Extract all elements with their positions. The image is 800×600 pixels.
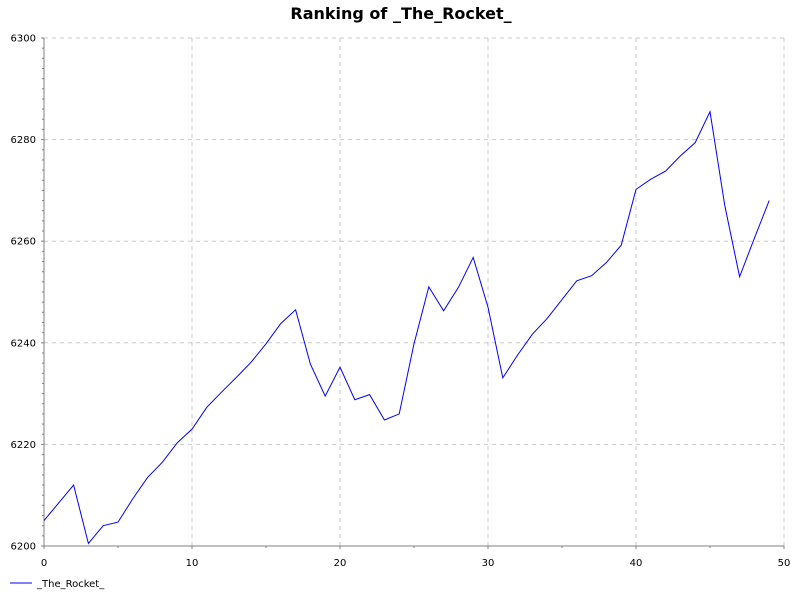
- x-tick-label: 20: [334, 558, 347, 569]
- y-tick-label: 6220: [11, 440, 36, 451]
- legend-label: _The_Rocket_: [36, 579, 105, 590]
- y-tick-label: 6300: [11, 34, 36, 45]
- grid: [44, 37, 785, 546]
- x-tick-label: 30: [482, 558, 495, 569]
- y-tick-label: 6260: [11, 237, 36, 248]
- chart-title: Ranking of _The_Rocket_: [290, 4, 511, 23]
- y-tick-label: 6280: [11, 135, 36, 146]
- x-tick-label: 0: [41, 558, 47, 569]
- series-line: [43, 109, 770, 545]
- legend: _The_Rocket_: [10, 579, 105, 590]
- y-tick-label: 6200: [11, 542, 36, 553]
- x-tick-label: 50: [778, 558, 791, 569]
- x-tick-label: 10: [186, 558, 199, 569]
- series-layer: [43, 109, 770, 545]
- axes: 0 10 20 30 40 50 6200 6220 6240 6260 6280 6300: [11, 34, 791, 570]
- x-tick-label: 40: [630, 558, 643, 569]
- y-tick-label: 6240: [11, 338, 36, 349]
